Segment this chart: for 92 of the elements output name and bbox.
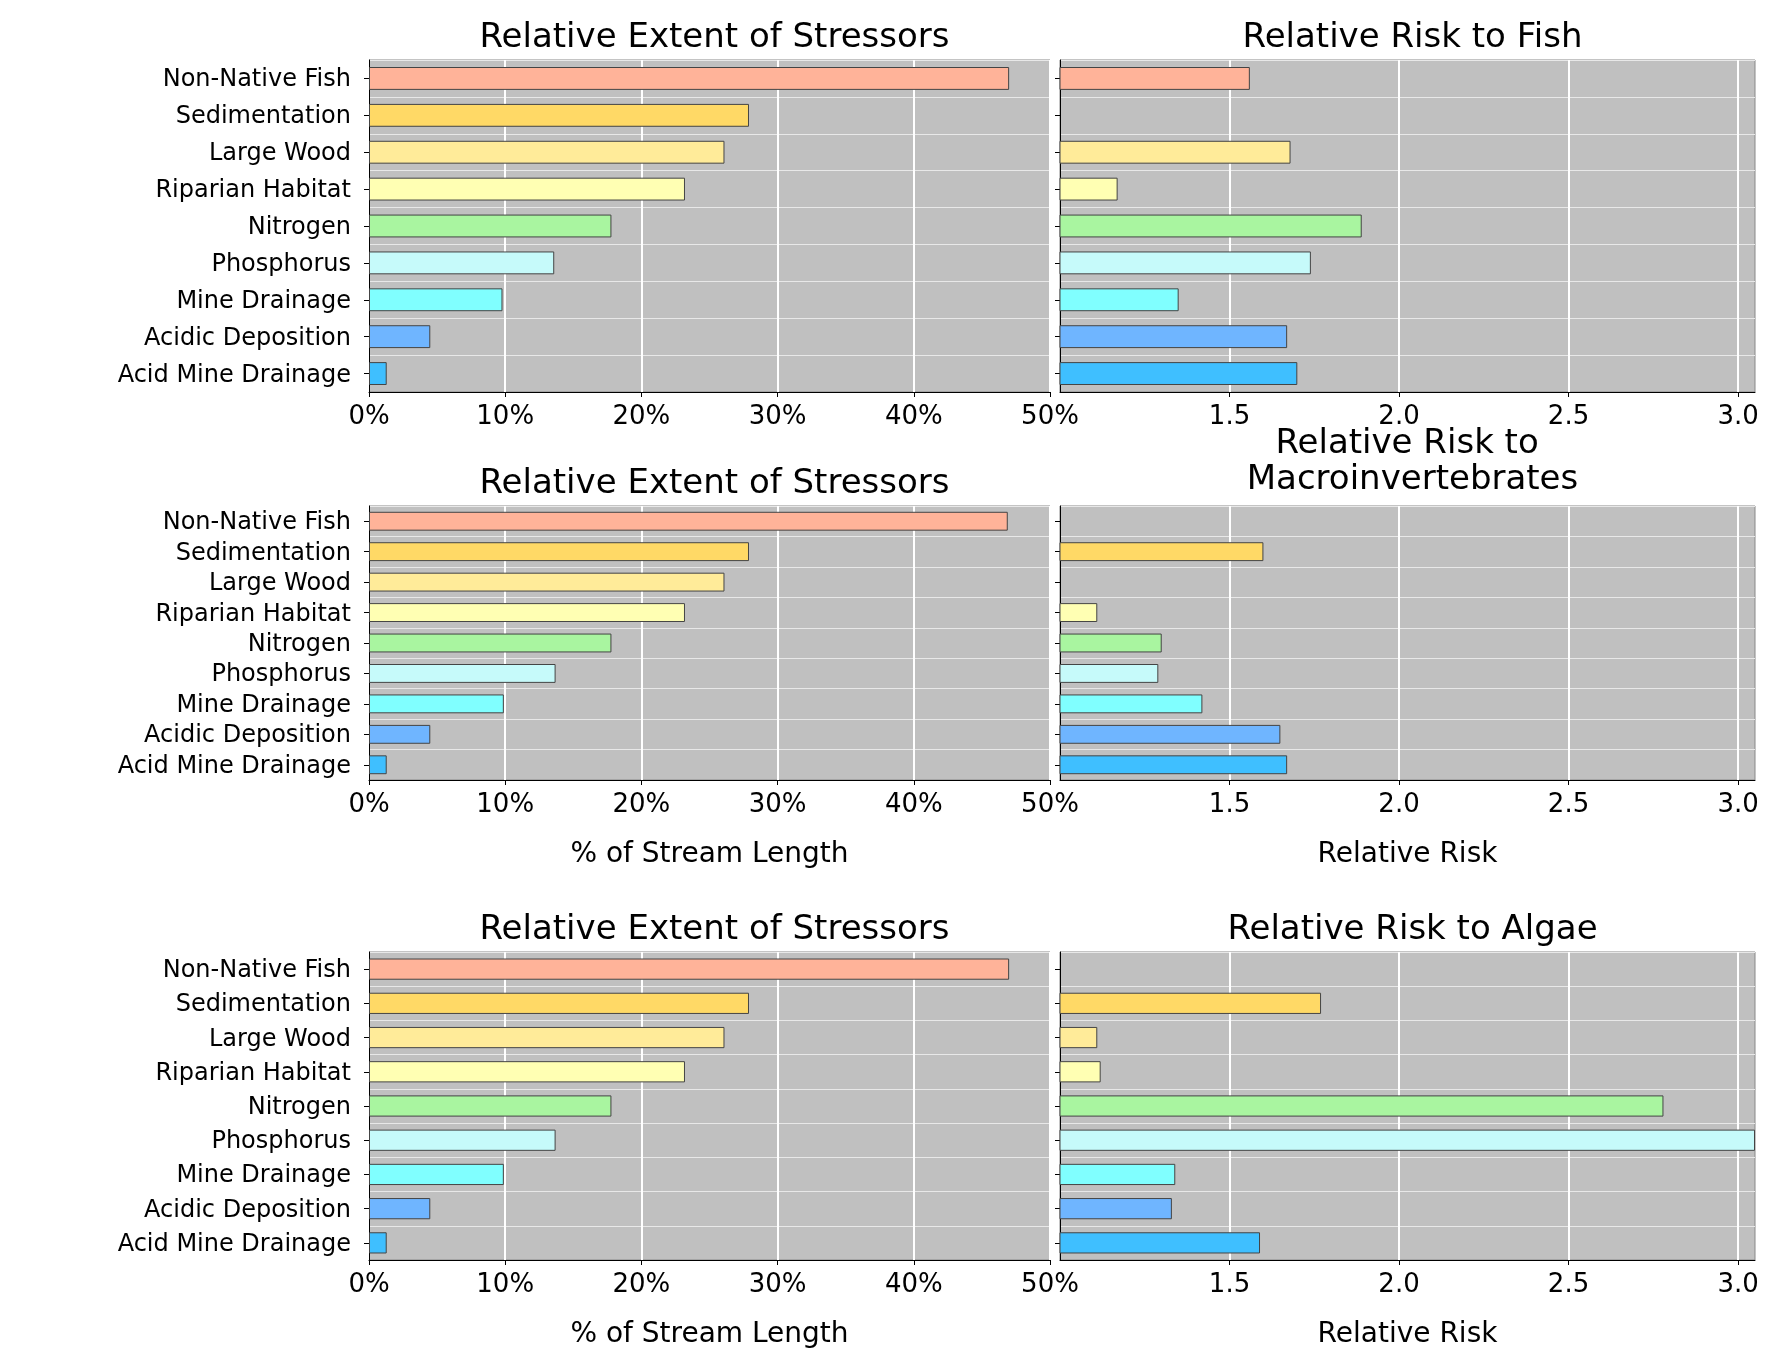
x-tick-label: 50%: [1021, 1268, 1079, 1298]
y-tick-label: Sedimentation: [175, 537, 351, 566]
bar: [369, 214, 612, 238]
x-tick-label: 10%: [476, 400, 535, 430]
y-tick-label: Acid Mine Drainage: [117, 1228, 351, 1257]
bar: [369, 542, 749, 562]
x-tick-label: 30%: [748, 400, 807, 430]
bar: [369, 1095, 612, 1117]
y-tick-label: Nitrogen: [247, 1092, 351, 1120]
x-tick-label: 0%: [348, 788, 390, 818]
bar: [369, 1232, 387, 1254]
bar: [369, 251, 555, 275]
x-tick-label: 2.0: [1378, 788, 1420, 818]
y-tick-label: Mine Drainage: [176, 285, 351, 314]
y-tick-label: Nitrogen: [247, 212, 351, 240]
y-tick-label: Nitrogen: [247, 629, 351, 657]
x-axis-title: Relative Risk: [1317, 835, 1499, 869]
y-tick-label: Non-Native Fish: [162, 507, 351, 536]
chart-title: Relative Extent of Stressors: [479, 907, 950, 947]
y-tick-label: Non-Native Fish: [162, 955, 351, 984]
bar: [369, 1198, 431, 1220]
y-tick-label: Phosphorus: [211, 248, 351, 277]
x-tick-label: 2.5: [1547, 400, 1590, 430]
chart-title: Relative Risk to Fish: [1242, 15, 1583, 55]
x-tick-label: 20%: [612, 788, 671, 818]
x-tick-label: 50%: [1021, 400, 1079, 430]
x-tick-label: 3.0: [1717, 788, 1759, 818]
x-tick-label: 50%: [1021, 788, 1079, 818]
bar: [369, 1026, 725, 1049]
y-tick-label: Sedimentation: [175, 989, 351, 1018]
bar: [369, 288, 503, 312]
x-tick-label: 0%: [348, 400, 390, 430]
y-tick-label: Large Wood: [208, 138, 351, 167]
y-tick-label: Riparian Habitat: [155, 598, 351, 627]
bar: [369, 603, 685, 622]
y-tick-label: Mine Drainage: [176, 1160, 351, 1189]
bar: [369, 724, 431, 744]
x-tick-label: 10%: [476, 1268, 535, 1298]
x-tick-label: 40%: [884, 1268, 943, 1298]
bar: [369, 103, 749, 127]
x-axis-title: % of Stream Length: [570, 835, 849, 869]
x-tick-label: 40%: [884, 400, 943, 430]
bar: [369, 633, 612, 653]
x-tick-label: 2.5: [1547, 1268, 1590, 1298]
bar: [369, 362, 387, 385]
y-tick-label: Phosphorus: [211, 1126, 351, 1155]
y-tick-label: Large Wood: [208, 568, 351, 597]
x-axis-title: Relative Risk: [1317, 1315, 1499, 1349]
x-tick-label: 40%: [884, 788, 943, 818]
bar: [369, 992, 749, 1014]
x-tick-label: 20%: [612, 1268, 671, 1298]
bar: [369, 755, 387, 775]
chart-title: Relative Extent of Stressors: [479, 461, 950, 501]
x-tick-label: 0%: [348, 1268, 390, 1298]
x-tick-label: 20%: [612, 400, 671, 430]
x-tick-label: 3.0: [1717, 1268, 1759, 1298]
y-tick-label: Acidic Deposition: [144, 720, 351, 749]
y-tick-label: Acidic Deposition: [144, 1194, 351, 1223]
bar: [369, 1061, 685, 1083]
y-tick-label: Mine Drainage: [176, 689, 351, 718]
x-tick-label: 1.5: [1208, 1268, 1251, 1298]
bar: [369, 67, 1010, 90]
bar: [369, 325, 431, 349]
bar: [369, 664, 556, 683]
y-tick-label: Acid Mine Drainage: [117, 750, 351, 779]
bar: [369, 177, 685, 201]
x-tick-label: 1.5: [1208, 400, 1251, 430]
y-tick-label: Acid Mine Drainage: [117, 359, 351, 388]
y-tick-label: Large Wood: [208, 1023, 351, 1052]
bar: [369, 1163, 504, 1186]
chart-title: Relative Risk to Algae: [1227, 907, 1598, 947]
x-tick-label: 10%: [476, 788, 535, 818]
x-tick-label: 30%: [748, 1268, 807, 1298]
bar: [369, 1129, 556, 1151]
y-tick-label: Non-Native Fish: [162, 64, 351, 93]
y-tick-label: Acidic Deposition: [144, 322, 351, 351]
y-tick-label: Phosphorus: [211, 659, 351, 688]
chart-title: Relative Extent of Stressors: [479, 15, 950, 55]
x-tick-label: 3.0: [1717, 400, 1759, 430]
bar: [369, 572, 725, 592]
x-tick-label: 30%: [748, 788, 807, 818]
x-tick-label: 1.5: [1208, 788, 1251, 818]
x-axis-title: % of Stream Length: [570, 1315, 849, 1349]
y-tick-label: Riparian Habitat: [155, 1057, 351, 1086]
x-tick-label: 2.5: [1547, 788, 1590, 818]
x-tick-label: 2.0: [1378, 1268, 1420, 1298]
bar: [369, 694, 504, 714]
bar: [369, 140, 725, 164]
y-tick-label: Riparian Habitat: [155, 175, 351, 204]
bar: [369, 958, 1010, 980]
bar: [369, 511, 1008, 531]
y-tick-label: Sedimentation: [175, 101, 351, 130]
